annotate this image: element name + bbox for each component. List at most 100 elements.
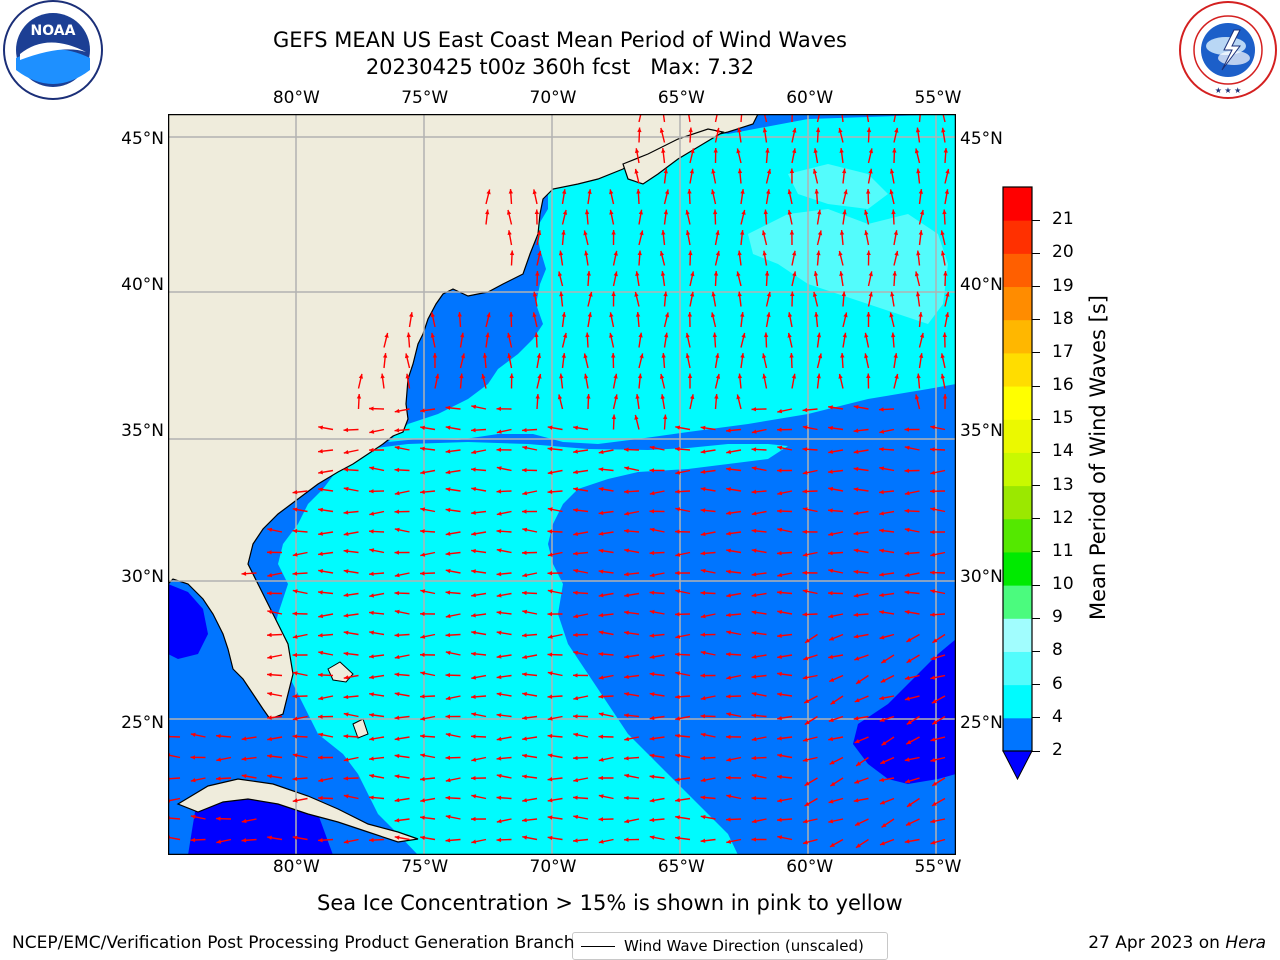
wave-direction-arrowhead [598,593,604,598]
wave-direction-arrowhead [394,736,400,741]
wave-direction-arrowhead [496,674,502,680]
wave-direction-arrowhead [394,428,400,433]
wave-direction-arrowhead [624,654,629,659]
wave-direction-arrowhead [700,795,706,800]
wave-direction-arrowhead [343,613,349,618]
wave-direction-arrowhead [356,394,362,399]
wave-direction-arrow [168,797,181,802]
longitude-label: 60°W [786,88,834,108]
wave-direction-arrowhead [369,429,375,434]
wave-direction-arrowhead [675,733,680,739]
wave-direction-arrowhead [813,271,819,276]
wave-direction-arrowhead [856,679,861,684]
wave-direction-arrowhead [394,573,400,578]
wave-direction-arrowhead [930,589,936,594]
wave-direction-arrowhead [394,835,400,840]
wave-direction-arrowhead [292,490,298,495]
wave-direction-arrow [168,817,181,820]
wave-direction-arrowhead [624,795,629,801]
wave-direction-arrowhead [508,312,514,317]
wave-direction-arrowhead [624,466,630,471]
wave-direction-arrowhead [828,654,834,659]
wave-direction-arrowhead [532,291,538,297]
wave-direction-arrowhead [267,609,273,614]
wave-direction-arrowhead [905,821,911,826]
wave-direction-arrowhead [420,446,425,451]
wave-direction-arrowhead [522,427,527,433]
wave-direction-arrowhead [216,816,221,821]
wave-direction-arrowhead [292,634,298,639]
wave-direction-arrowhead [931,801,937,806]
wave-direction-arrowhead [700,756,706,761]
wave-direction-arrowhead [675,489,680,494]
wave-direction-arrowhead [879,407,884,412]
wave-direction-arrowhead [930,737,936,742]
colorbar-tick-mark [1032,750,1040,752]
wave-direction-arrowhead [292,552,298,557]
wave-direction-arrowhead [751,489,757,495]
wave-direction-arrowhead [624,756,629,761]
colorbar-tick-mark [1032,650,1040,652]
wave-direction-arrowhead [598,694,604,699]
wave-direction-arrowhead [675,425,681,430]
wave-direction-arrowhead [941,127,946,133]
wave-direction-arrowhead [751,610,757,615]
wave-direction-arrowhead [369,773,375,779]
wave-direction-arrowhead [700,777,706,783]
wind-wave-direction-arrows [168,114,950,849]
wave-direction-arrowhead [573,449,578,454]
wave-direction-arrowhead [506,209,512,215]
wave-direction-arrowhead [639,353,644,359]
wave-direction-arrowhead [904,427,910,432]
wave-direction-arrowhead [830,781,836,787]
wave-direction-arrowhead [507,332,512,338]
wave-direction-arrowhead [930,470,936,475]
wave-direction-arrowhead [420,776,425,782]
wave-direction-arrowhead [547,634,553,639]
longitude-label: 55°W [914,857,962,877]
wave-direction-arrowhead [638,209,643,215]
wave-direction-arrowhead [522,573,528,578]
wave-direction-arrowhead [726,593,732,598]
wave-direction-arrowhead [930,552,936,557]
wave-direction-arrowhead [853,428,859,433]
wave-direction-arrowhead [675,815,680,820]
colorbar-tick-label: 9 [1052,607,1063,628]
wave-direction-arrowhead [915,127,921,133]
wave-direction-arrowhead [471,816,476,822]
wave-direction-arrowhead [879,466,885,471]
wave-direction-arrowhead [420,571,425,576]
colorbar-tick-label: 10 [1052,574,1074,595]
wave-direction-arrowhead [637,373,643,379]
wave-direction-arrowhead [828,449,834,454]
wave-direction-arrowhead [613,394,618,400]
wave-direction-arrowhead [190,755,196,760]
wave-direction-arrowhead [507,230,512,236]
wave-direction-arrowhead [945,291,950,297]
wave-direction-arrowhead [547,589,553,594]
wave-direction-arrowhead [803,737,808,742]
wave-direction-arrowhead [471,613,476,618]
wave-direction-arrowhead [635,271,640,276]
wave-direction-arrowhead [636,189,641,194]
wave-direction-arrowhead [854,656,860,661]
wave-direction-arrowhead [712,332,717,338]
wave-direction-arrowhead [815,127,821,133]
wave-direction-arrowhead [904,508,910,514]
wave-direction-arrowhead [445,778,451,783]
wave-direction-arrowhead [369,674,374,680]
wave-direction-arrowhead [420,552,426,557]
wave-direction-arrowhead [496,736,502,742]
wave-direction-arrowhead [598,734,604,739]
wave-direction-arrowhead [637,127,642,133]
wave-direction-arrowhead [435,373,440,379]
colorbar-segment [1003,187,1032,221]
wave-direction-arrowhead [930,447,935,452]
wave-direction-arrowhead [547,470,553,475]
wave-direction-arrowhead [789,230,795,235]
wave-direction-arrowhead [369,610,374,616]
wave-direction-arrowhead [369,447,374,453]
wave-direction-arrowhead [522,550,527,555]
colorbar-tick-mark [1032,518,1040,520]
wave-direction-arrowhead [675,507,681,512]
